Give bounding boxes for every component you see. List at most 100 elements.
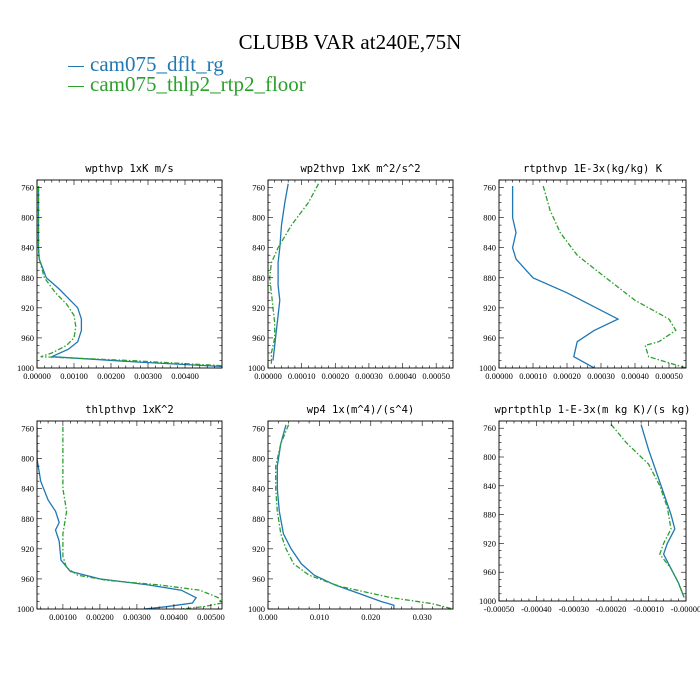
x-tick-label: 0.00100 (60, 371, 88, 381)
panel-title: thlpthvp 1xK^2 (85, 404, 174, 416)
legend-entry-dflt: cam075_dflt_rg (68, 52, 224, 77)
series-line-1 (511, 186, 620, 368)
y-tick-label: 1000 (479, 363, 496, 373)
y-tick-label: 1000 (17, 604, 34, 614)
x-tick-label: 0.00100 (49, 612, 77, 622)
y-tick-label: 840 (252, 484, 265, 494)
y-tick-label: 920 (252, 303, 265, 313)
panel-title: rtpthvp 1E-3x(kg/kg) K (523, 163, 663, 175)
x-tick-label: 0.00400 (160, 612, 188, 622)
y-tick-label: 1000 (17, 363, 34, 373)
panel-title: wpthvp 1xK m/s (85, 163, 174, 175)
series-line-1 (37, 186, 222, 368)
x-tick-label: 0.00000 (23, 371, 51, 381)
figure-title: CLUBB VAR at240E,75N (238, 30, 462, 54)
x-tick-label: 0.00000 (254, 371, 282, 381)
y-tick-label: 840 (252, 243, 265, 253)
series-line-2 (610, 424, 685, 598)
y-tick-label: 840 (483, 243, 496, 253)
series-line-1 (640, 424, 685, 598)
x-tick-label: 0.00000 (485, 371, 513, 381)
x-tick-label: 0.020 (361, 612, 380, 622)
y-tick-label: 920 (483, 303, 496, 313)
y-tick-label: 960 (252, 333, 265, 343)
y-tick-label: 760 (252, 424, 265, 434)
legend-swatch-dflt (68, 65, 84, 67)
legend-label-dflt: cam075_dflt_rg (90, 52, 224, 76)
plot-frame (36, 420, 223, 610)
series-line-2 (269, 183, 320, 365)
y-tick-label: 960 (483, 333, 496, 343)
x-tick-label: 0.010 (310, 612, 329, 622)
y-tick-label: 800 (483, 213, 496, 223)
y-tick-label: 960 (483, 567, 496, 577)
y-tick-label: 760 (483, 183, 496, 193)
legend-entry-floor: cam075_thlp2_rtp2_floor (68, 72, 306, 97)
y-tick-label: 920 (21, 544, 34, 554)
panel-title: wprtpthlp 1-E-3x(m kg K)/(s kg) (495, 404, 691, 416)
y-tick-label: 1000 (248, 363, 265, 373)
plot-frame (498, 420, 687, 602)
x-tick-label: 0.00050 (655, 371, 683, 381)
x-tick-label: 0.00010 (288, 371, 316, 381)
panel-title: wp4 1x(m^4)/(s^4) (307, 404, 414, 416)
plot-frame (36, 179, 223, 369)
legend-label-floor: cam075_thlp2_rtp2_floor (90, 72, 306, 96)
x-tick-label: 0.00040 (621, 371, 649, 381)
y-tick-label: 800 (252, 213, 265, 223)
plot-frame (498, 179, 687, 369)
y-tick-label: 960 (252, 574, 265, 584)
series-line-2 (275, 424, 453, 609)
panel-4: thlpthvp 1xK^2 760 800 840 880 920 960 1000 0.00… (17, 404, 225, 622)
x-tick-label: 0.00020 (553, 371, 581, 381)
x-tick-label: 0.00400 (171, 371, 199, 381)
panel-5: wp4 1x(m^4)/(s^4)76080084088092096010000… (248, 404, 454, 622)
x-tick-label: -0.00030 (559, 604, 589, 614)
y-tick-label: 880 (252, 273, 265, 283)
panel-3: rtpthvp 1E-3x(kg/kg) K 760 800 840 880 920 960… (479, 163, 687, 381)
x-tick-label: 0.00200 (86, 612, 114, 622)
x-tick-label: 0.00300 (123, 612, 151, 622)
x-tick-label: 0.00030 (355, 371, 383, 381)
y-tick-label: 800 (21, 213, 34, 223)
series-line-2 (542, 185, 686, 368)
x-tick-label: -0.00010 (633, 604, 663, 614)
y-tick-label: 760 (483, 423, 496, 433)
y-tick-label: 760 (21, 424, 34, 434)
x-tick-label: -0.00050 (484, 604, 514, 614)
x-tick-label: -0.00040 (521, 604, 551, 614)
panel-1: wpthvp 1xK m/s76080084088092096010000.00… (17, 163, 223, 381)
y-tick-label: 840 (483, 481, 496, 491)
y-tick-label: 840 (21, 243, 34, 253)
plot-frame (267, 420, 454, 610)
y-tick-label: 880 (483, 273, 496, 283)
y-tick-label: 920 (252, 544, 265, 554)
y-tick-label: 880 (21, 273, 34, 283)
x-tick-label: 0.00200 (97, 371, 125, 381)
y-tick-label: 760 (252, 183, 265, 193)
y-tick-label: 920 (21, 303, 34, 313)
y-tick-label: 760 (21, 183, 34, 193)
series-line-2 (37, 186, 222, 367)
y-tick-label: 920 (483, 538, 496, 548)
y-tick-label: 880 (21, 514, 34, 524)
panel-2: wp2thvp 1xK m^2/s^2 760 800 840 880 920 960 100… (248, 163, 454, 381)
series-line-1 (276, 424, 395, 609)
series-line-1 (37, 427, 198, 609)
legend-swatch-floor (68, 85, 84, 87)
x-tick-label: 0.00040 (389, 371, 417, 381)
y-tick-label: 800 (483, 452, 496, 462)
y-tick-label: 960 (21, 574, 34, 584)
panel-6: wprtpthlp 1-E-3x(m kg K)/(s kg) 760 800 840… (479, 404, 700, 614)
series-line-2 (62, 427, 222, 609)
y-tick-label: 800 (252, 454, 265, 464)
y-tick-label: 840 (21, 484, 34, 494)
y-tick-label: 1000 (248, 604, 265, 614)
x-tick-label: -0.00000 (671, 604, 700, 614)
x-tick-label: 0.00010 (519, 371, 547, 381)
plot-frame (267, 179, 454, 369)
x-tick-label: 0.000 (258, 612, 277, 622)
panel-title: wp2thvp 1xK m^2/s^2 (300, 163, 420, 175)
x-tick-label: 0.00030 (587, 371, 615, 381)
